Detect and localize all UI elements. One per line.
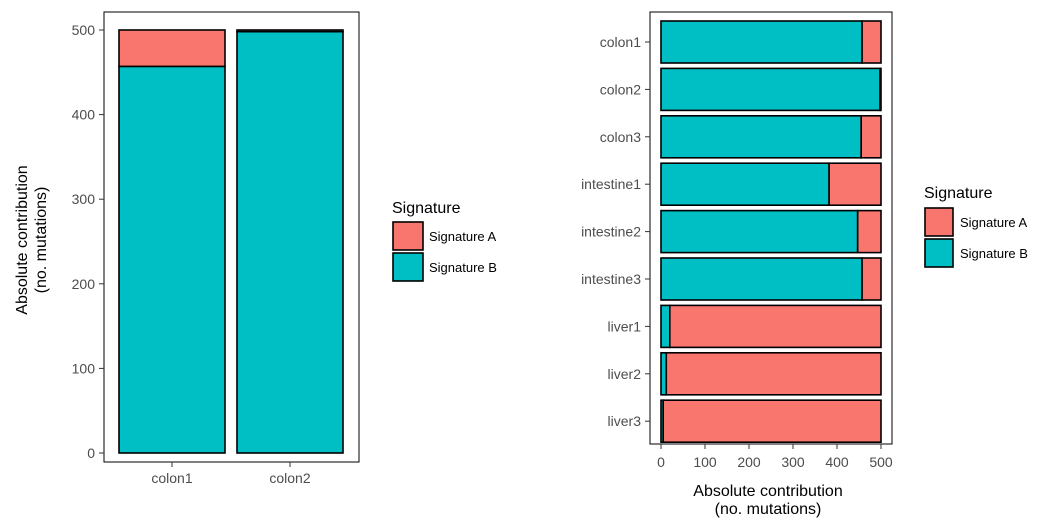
right-bar-colon3-signature-b — [660, 115, 862, 159]
left-stacked-bar-chart: 0 100 200 300 400 500 colon1 colon2 Absolute c… — [14, 11, 360, 486]
left-x-tick-label-colon2: colon2 — [269, 470, 310, 486]
right-x-tick-label-200: 200 — [737, 454, 761, 470]
right-legend-label-signature-b: Signature B — [960, 246, 1028, 261]
left-bar-colon1-signature-a — [118, 29, 226, 68]
right-y-tick-label-intestine2: intestine2 — [581, 224, 641, 240]
left-y-axis: 0 100 200 300 400 500 — [72, 22, 104, 461]
right-x-axis-title-line2: (no. mutations) — [715, 501, 822, 518]
right-y-tick-label-liver3: liver3 — [608, 413, 642, 429]
right-y-tick-label-intestine3: intestine3 — [581, 271, 641, 287]
right-x-tick-label-0: 0 — [657, 454, 665, 470]
left-y-tick-label-100: 100 — [72, 360, 96, 376]
right-bar-intestine1-signature-b — [660, 162, 830, 206]
right-bar-liver1-signature-b — [660, 304, 671, 349]
left-legend-key-signature-a — [392, 221, 424, 251]
left-bar-colon2-signature-a — [236, 29, 344, 33]
left-bars-group — [118, 29, 344, 454]
right-bar-colon2-signature-a — [879, 67, 882, 112]
left-legend: Signature Signature A Signature B — [392, 200, 497, 282]
right-bar-intestine3-signature-b — [660, 257, 863, 301]
left-y-tick-label-400: 400 — [72, 107, 96, 123]
right-bar-intestine1-signature-a — [828, 162, 882, 206]
right-x-axis-title-line1: Absolute contribution — [693, 483, 842, 500]
left-x-axis: colon1 colon2 — [151, 462, 311, 486]
right-y-tick-label-colon3: colon3 — [600, 129, 641, 145]
right-legend-key-signature-a — [924, 207, 954, 237]
right-bar-liver1-signature-a — [668, 304, 882, 349]
right-legend: Signature Signature A Signature B — [924, 185, 1028, 268]
right-y-tick-label-colon1: colon1 — [600, 34, 641, 50]
right-bars-group — [660, 20, 882, 444]
right-bar-intestine2-signature-a — [856, 209, 882, 254]
right-bar-colon2-signature-b — [660, 67, 881, 112]
right-bar-liver3-signature-a — [662, 399, 882, 444]
right-legend-label-signature-a: Signature A — [960, 215, 1028, 230]
right-bar-colon1-signature-a — [861, 20, 882, 64]
right-bar-liver2-signature-a — [665, 351, 882, 396]
left-legend-title: Signature — [392, 200, 461, 217]
right-y-tick-label-intestine1: intestine1 — [581, 176, 641, 192]
right-y-tick-label-liver1: liver1 — [608, 318, 642, 334]
left-x-tick-label-colon1: colon1 — [151, 470, 192, 486]
left-y-tick-label-0: 0 — [87, 445, 95, 461]
right-x-tick-label-100: 100 — [693, 454, 717, 470]
left-legend-label-signature-b: Signature B — [429, 260, 497, 275]
right-legend-title: Signature — [924, 185, 993, 202]
right-x-tick-label-500: 500 — [869, 454, 893, 470]
right-y-tick-label-colon2: colon2 — [600, 81, 641, 97]
right-y-tick-label-liver2: liver2 — [608, 366, 642, 382]
left-bar-colon2-signature-b — [236, 30, 344, 454]
right-bar-colon1-signature-b — [660, 20, 863, 64]
right-bar-intestine3-signature-a — [861, 257, 882, 301]
left-legend-key-signature-b — [392, 252, 424, 282]
right-legend-key-signature-b — [924, 238, 954, 268]
left-y-tick-label-500: 500 — [72, 22, 96, 38]
left-y-axis-title-line1: Absolute contribution — [14, 165, 31, 314]
right-bar-intestine2-signature-b — [660, 209, 859, 254]
right-stacked-bar-chart: colon1 colon2 colon3 intestine1 intestine2 in… — [581, 11, 893, 518]
left-y-tick-label-200: 200 — [72, 276, 96, 292]
left-y-axis-title-line2: (no. mutations) — [33, 187, 50, 294]
right-y-axis: colon1 colon2 colon3 intestine1 intestine2 in… — [581, 34, 650, 429]
right-x-tick-label-300: 300 — [781, 454, 805, 470]
left-bar-colon1-signature-b — [118, 65, 226, 454]
left-legend-label-signature-a: Signature A — [429, 229, 497, 244]
right-bar-colon3-signature-a — [860, 115, 882, 159]
left-y-tick-label-300: 300 — [72, 191, 96, 207]
right-x-tick-label-400: 400 — [825, 454, 849, 470]
right-x-axis: 0 100 200 300 400 500 — [657, 444, 893, 470]
